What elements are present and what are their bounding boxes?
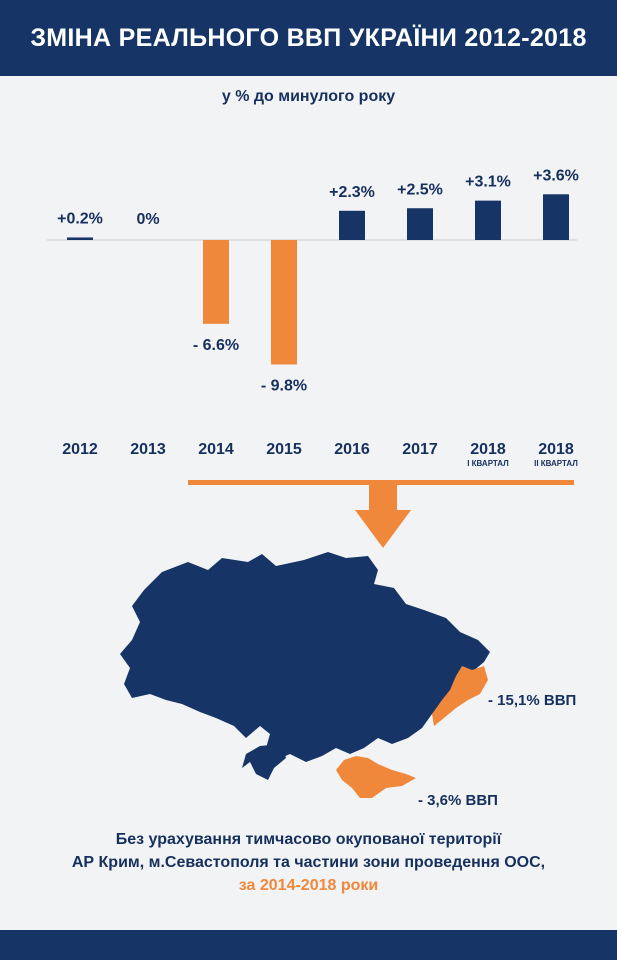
value-label-2: - 6.6% xyxy=(193,337,239,354)
value-label-7: +3.6% xyxy=(533,167,579,184)
ukraine-mainland-shape xyxy=(120,552,490,762)
page-title: ЗМІНА РЕАЛЬНОГО ВВП УКРАЇНИ 2012-2018 xyxy=(30,24,587,52)
value-label-5: +2.5% xyxy=(397,181,443,198)
ukraine-map xyxy=(120,552,490,798)
footnote-line-2: АР Крим, м.Севастополя та частини зони п… xyxy=(71,854,546,871)
category-label-7: 2018 xyxy=(538,441,574,458)
footnote: Без урахування тимчасово окупованої тери… xyxy=(0,828,617,897)
header-banner: ЗМІНА РЕАЛЬНОГО ВВП УКРАЇНИ 2012-2018 xyxy=(0,0,617,76)
value-label-4: +2.3% xyxy=(329,184,375,201)
bar-6 xyxy=(475,200,501,240)
divider-line xyxy=(188,480,574,485)
donbas-region-shape xyxy=(432,666,488,726)
category-label-4: 2016 xyxy=(334,441,370,458)
crimea-region-shape xyxy=(336,756,416,798)
category-sublabel-6: І КВАРТАЛ xyxy=(467,459,509,468)
category-label-5: 2017 xyxy=(402,441,438,458)
chart-subtitle: у % до минулого року xyxy=(221,88,396,105)
bar-3 xyxy=(271,240,297,365)
value-label-1: 0% xyxy=(136,211,159,228)
gdp-bar-chart: +0.2% 2012 0% 2013 - 6.6% 2014 - 9.8% 2015 +2.3%… xyxy=(47,167,579,468)
bar-2 xyxy=(203,240,229,324)
down-arrow-icon xyxy=(355,484,411,548)
category-sublabel-7: ІІ КВАРТАЛ xyxy=(534,459,578,468)
crimea-gdp-label: - 3,6% ВВП xyxy=(418,792,498,809)
value-label-3: - 9.8% xyxy=(261,377,307,394)
footnote-line-3: за 2014-2018 роки xyxy=(238,877,379,894)
category-label-6: 2018 xyxy=(470,441,506,458)
category-label-2: 2014 xyxy=(198,441,234,458)
footer-banner xyxy=(0,930,617,960)
value-label-6: +3.1% xyxy=(465,174,511,191)
footnote-line-1: Без урахування тимчасово окупованої тери… xyxy=(115,831,502,848)
donbas-gdp-label: - 15,1% ВВП xyxy=(488,692,577,709)
bar-0 xyxy=(67,237,93,240)
value-label-0: +0.2% xyxy=(57,210,103,227)
category-label-1: 2013 xyxy=(130,441,166,458)
bar-4 xyxy=(339,210,365,240)
odesa-coast-shape xyxy=(242,744,286,780)
category-label-0: 2012 xyxy=(62,441,98,458)
bar-7 xyxy=(543,194,569,240)
bar-5 xyxy=(407,208,433,240)
category-label-3: 2015 xyxy=(266,441,302,458)
